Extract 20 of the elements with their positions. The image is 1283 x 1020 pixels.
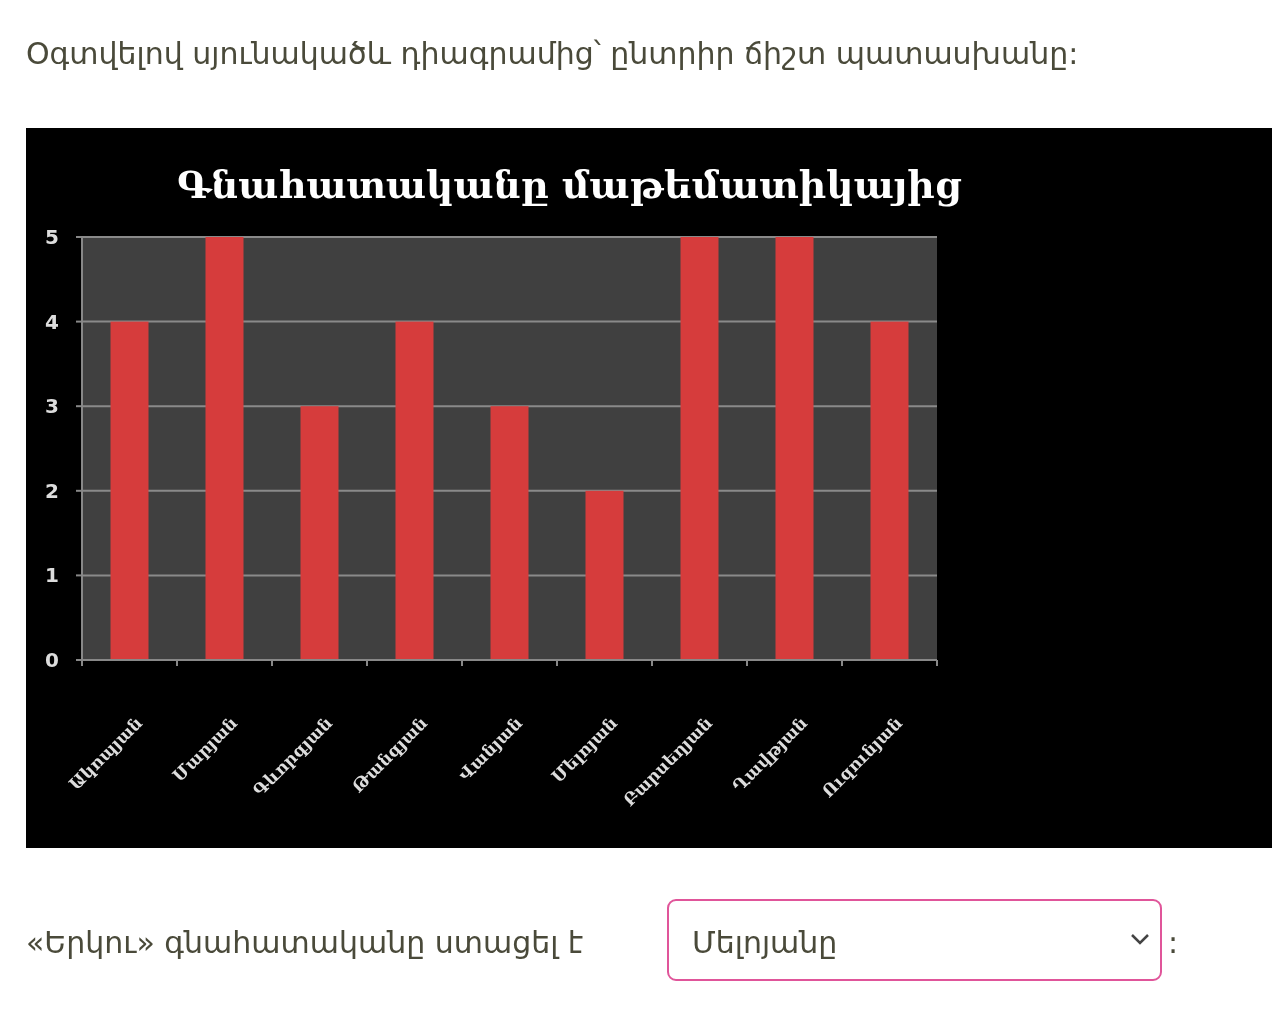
- bar: [110, 321, 149, 660]
- bar: [680, 237, 719, 660]
- y-tick-label: 1: [45, 563, 59, 588]
- y-tick-label: 4: [45, 309, 59, 334]
- bar: [395, 321, 434, 660]
- text: :: [1168, 925, 1179, 960]
- bar: [775, 237, 814, 660]
- y-tick-label: 5: [45, 225, 59, 249]
- text: «Երկու» գնահատականը ստացել է: [26, 925, 584, 960]
- y-tick-label: 2: [45, 478, 59, 503]
- bar: [205, 237, 244, 660]
- bar: [490, 406, 529, 660]
- bar: [585, 490, 624, 660]
- bar: [870, 321, 909, 660]
- y-tick-label: 3: [45, 394, 59, 419]
- y-tick-label: 0: [45, 648, 59, 672]
- bar: [300, 406, 339, 660]
- text: Մելոյանը: [692, 925, 838, 960]
- text: Օգտվելով սյունակածև դիագրամից՝ ընտրիր ճիշտ պատասխանը:: [26, 36, 1079, 71]
- chart-title: Գնահատականը մաթեմատիկայից: [177, 162, 962, 207]
